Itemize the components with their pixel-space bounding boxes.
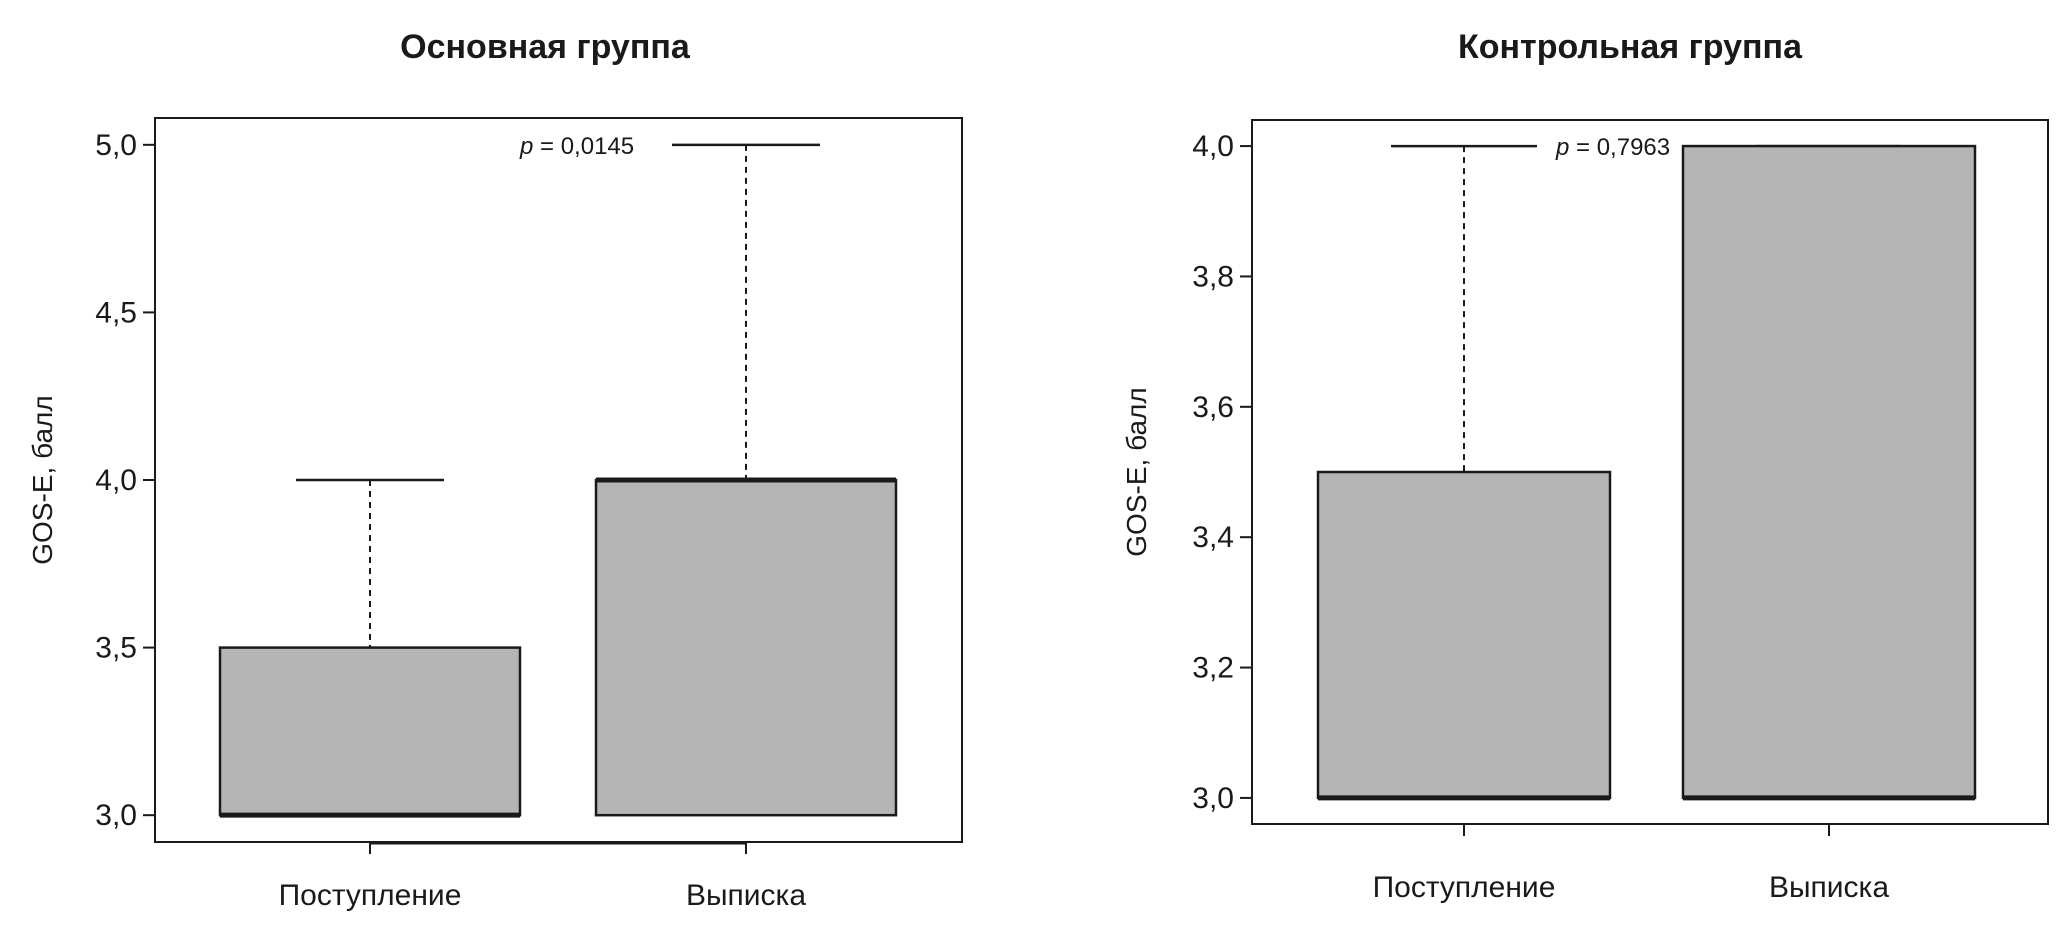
plot-frame bbox=[1251, 119, 2049, 825]
p-value-text: = 0,0145 bbox=[533, 133, 634, 160]
y-tick-label: 3,0 bbox=[1192, 782, 1234, 815]
x-category-label: Выписка bbox=[1769, 871, 1889, 904]
p-symbol: p bbox=[1555, 134, 1569, 161]
p-symbol: p bbox=[519, 133, 533, 160]
y-tick-label: 4,0 bbox=[95, 464, 137, 497]
box-1 bbox=[1316, 144, 1612, 801]
p-value-annotation: p = 0,0145 bbox=[519, 133, 634, 160]
y-tick-label: 4,0 bbox=[1192, 130, 1234, 163]
y-tick-label: 4,5 bbox=[95, 296, 137, 329]
y-axis-title: GOS-E, балл bbox=[1121, 387, 1152, 556]
y-tick-label: 3,6 bbox=[1192, 391, 1234, 424]
p-value-annotation: p = 0,7963 bbox=[1555, 134, 1670, 161]
chart-title: Основная группа bbox=[400, 28, 691, 66]
chart-title: Контрольная группа bbox=[1458, 28, 1803, 66]
y-tick-label: 3,4 bbox=[1192, 521, 1234, 554]
y-tick-label: 3,8 bbox=[1192, 260, 1234, 293]
y-tick-label: 3,0 bbox=[95, 799, 137, 832]
y-tick-label: 5,0 bbox=[95, 129, 137, 162]
box-rect bbox=[218, 646, 522, 817]
x-category-label: Поступление bbox=[279, 879, 462, 912]
box-rect bbox=[1681, 144, 1977, 800]
chart-control-group: Контрольная группа GOS-E, балл 3,0 3,2 3,4 3,… bbox=[1121, 28, 2049, 904]
y-tick-label: 3,2 bbox=[1192, 652, 1234, 685]
x-category-label: Выписка bbox=[686, 879, 806, 912]
y-axis-title: GOS-E, балл bbox=[27, 395, 58, 564]
box-2 bbox=[1681, 144, 1977, 801]
box-2 bbox=[594, 143, 898, 817]
box-rect bbox=[594, 478, 898, 817]
box-rect bbox=[1316, 470, 1612, 800]
p-value-text: = 0,7963 bbox=[1569, 134, 1670, 161]
box-1 bbox=[218, 478, 522, 818]
y-tick-label: 3,5 bbox=[95, 632, 137, 665]
chart-main-group: Основная группа GOS-E, балл 3,0 3,5 4,0 4,5 5,… bbox=[27, 28, 963, 912]
x-category-label: Поступление bbox=[1373, 871, 1556, 904]
